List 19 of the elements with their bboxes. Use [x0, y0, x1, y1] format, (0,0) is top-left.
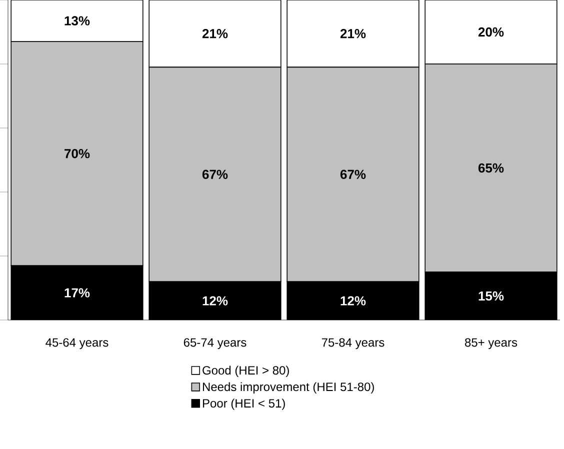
legend-label: Good (HEI > 80) [202, 366, 289, 377]
data-label: 17% [64, 288, 90, 298]
data-label: 65% [478, 163, 504, 173]
data-label: 13% [64, 16, 90, 26]
data-label: 20% [478, 27, 504, 37]
data-label: 12% [202, 296, 228, 306]
data-label: 15% [478, 291, 504, 301]
data-label: 70% [64, 148, 90, 158]
data-label: 12% [340, 296, 366, 306]
data-label: 67% [202, 170, 228, 179]
x-tick-label: 85+ years [465, 338, 518, 350]
data-label: 67% [340, 170, 366, 179]
x-tick-label: 75-84 years [322, 338, 384, 350]
x-tick-label: 45-64 years [46, 338, 108, 350]
legend-label: Needs improvement (HEI 51-80) [202, 382, 374, 394]
data-label: 21% [202, 29, 228, 38]
legend-label: Poor (HEI < 51) [202, 398, 285, 410]
x-tick-label: 65-74 years [184, 338, 246, 350]
data-label: 21% [340, 29, 366, 38]
